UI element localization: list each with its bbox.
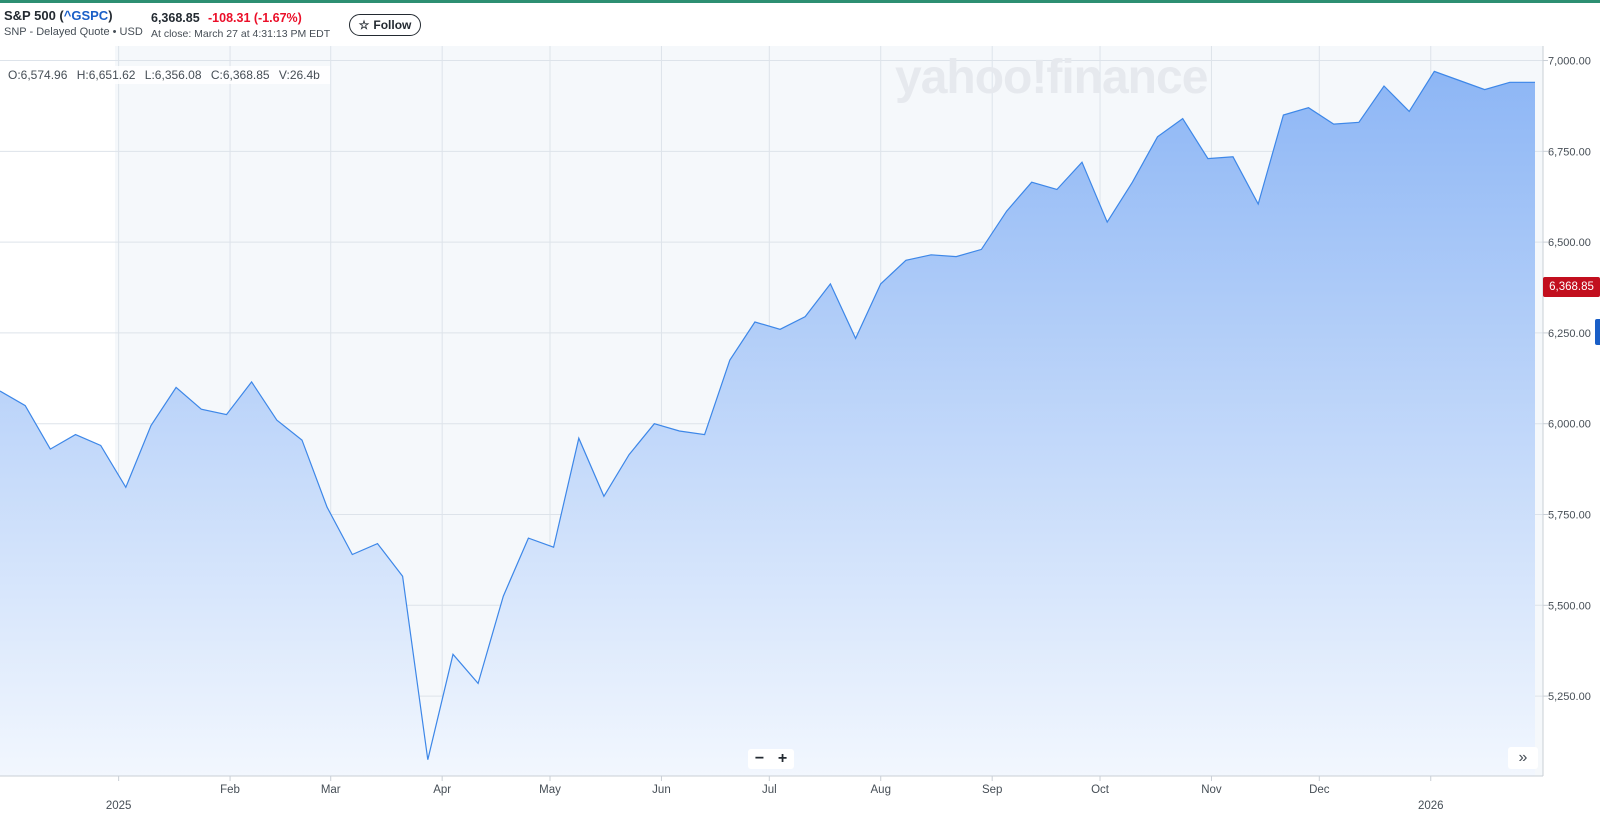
x-tick-label: May — [539, 784, 561, 796]
ohlc-readout: O:6,574.96 H:6,651.62 L:6,356.08 C:6,368… — [4, 66, 330, 84]
quote-header: S&P 500 (^GSPC) SNP - Delayed Quote • US… — [0, 3, 1600, 46]
x-tick-label: Nov — [1201, 784, 1222, 796]
x-tick-label: Sep — [982, 784, 1002, 796]
x-tick-label: Mar — [321, 784, 341, 796]
star-outline-icon: ☆ — [358, 18, 370, 32]
low-value: L:6,356.08 — [144, 68, 202, 82]
volume-value: V:26.4b — [278, 68, 320, 82]
x-tick-label: Dec — [1309, 784, 1330, 796]
zoom-in-button[interactable]: + — [777, 750, 788, 767]
close-time: At close: March 27 at 4:31:13 PM EDT — [151, 28, 331, 40]
y-tick-label: 6,500.00 — [1548, 237, 1591, 249]
x-tick-label: Jun — [652, 784, 671, 796]
top-accent-bar — [0, 0, 1600, 3]
x-year-label: 2025 — [106, 800, 132, 812]
price-line — [0, 70, 1535, 760]
y-tick-label: 5,750.00 — [1548, 510, 1591, 522]
high-value: H:6,651.62 — [76, 68, 136, 82]
follow-button[interactable]: ☆ Follow — [349, 14, 421, 36]
x-tick-label: Oct — [1091, 784, 1110, 796]
open-value: O:6,574.96 — [8, 68, 68, 82]
x-tick-label: Aug — [871, 784, 891, 796]
price-area — [0, 71, 1535, 776]
follow-label: Follow — [373, 18, 412, 32]
yahoo-finance-watermark: yahoo!finance — [895, 51, 1208, 104]
price-change: -108.31 (-1.67%) — [208, 11, 302, 25]
last-price-tag: 6,368.85 — [1543, 277, 1600, 297]
last-price: 6,368.85 — [151, 11, 200, 25]
y-axis: 7,000.00 6,750.00 6,500.00 6,250.00 6,000.00… — [1543, 56, 1591, 703]
x-tick-label: Apr — [433, 784, 451, 796]
close-value: C:6,368.85 — [210, 68, 270, 82]
quote-source: SNP - Delayed Quote • USD — [4, 26, 143, 38]
y-tick-label: 6,000.00 — [1548, 419, 1591, 431]
x-axis: 2025 Feb Mar Apr May Jun Jul Aug Sep Oct Nov Dec 202… — [106, 776, 1444, 812]
zoom-controls: − + — [748, 749, 794, 769]
price-chart[interactable]: 7,000.00 6,750.00 6,500.00 6,250.00 6,000.00… — [0, 46, 1600, 814]
y-tick-label: 7,000.00 — [1548, 56, 1591, 68]
side-panel-handle[interactable] — [1595, 319, 1600, 345]
x-year-label: 2026 — [1418, 800, 1444, 812]
ticker-link[interactable]: ^GSPC — [63, 8, 109, 23]
x-tick-label: Jul — [762, 784, 777, 796]
zoom-out-button[interactable]: − — [754, 750, 765, 767]
y-tick-label: 6,750.00 — [1548, 146, 1591, 158]
symbol-title: S&P 500 (^GSPC) — [4, 8, 113, 23]
chart-canvas[interactable]: 7,000.00 6,750.00 6,500.00 6,250.00 6,000.00… — [0, 46, 1600, 814]
y-tick-label: 6,250.00 — [1548, 328, 1591, 340]
x-tick-label: Feb — [220, 784, 240, 796]
y-tick-label: 5,500.00 — [1548, 600, 1591, 612]
y-tick-label: 5,250.00 — [1548, 691, 1591, 703]
scroll-to-latest-button[interactable]: » — [1508, 747, 1538, 769]
